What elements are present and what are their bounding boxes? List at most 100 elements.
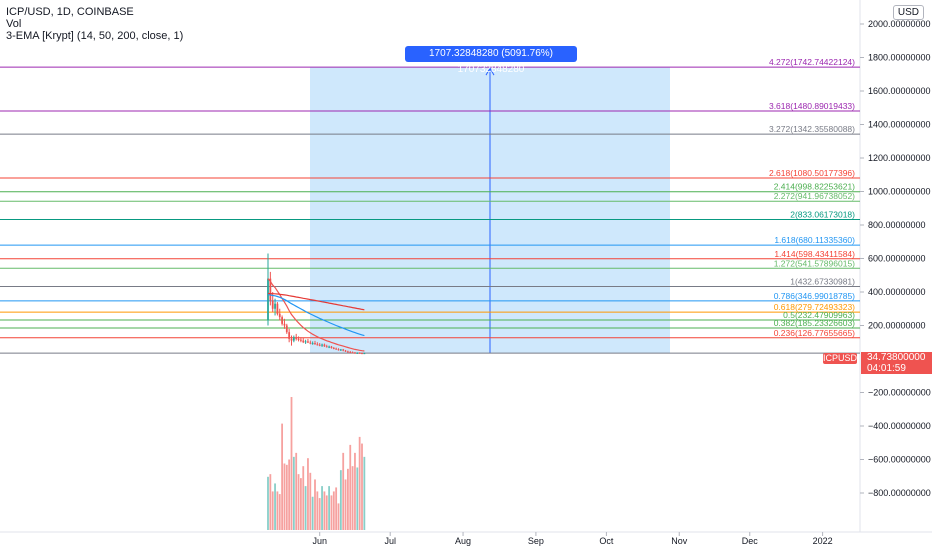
candle-body (269, 278, 272, 301)
volume-bar (300, 478, 302, 530)
volume-bar (309, 472, 312, 530)
volume-bar (337, 503, 340, 530)
candle-body (267, 278, 269, 321)
candlesticks (267, 253, 366, 355)
fib-label: 2(833.06173018) (790, 209, 855, 219)
fib-label: 0.618(279.72493323) (774, 302, 855, 312)
volume-bar (276, 491, 279, 530)
candle-body (300, 339, 302, 341)
time-axis[interactable]: Jun Jul Aug Sep Oct Nov Dec 2022 (312, 532, 833, 546)
candle-body (288, 332, 291, 339)
volume-bar (283, 463, 286, 530)
candle-body (358, 352, 361, 354)
candle-body (285, 325, 288, 333)
volume-bar (316, 491, 319, 530)
candle-body (339, 349, 342, 351)
symbol-title[interactable]: ICP/USD, 1D, COINBASE (6, 6, 134, 18)
volume-bar (307, 458, 309, 530)
time-tick-label: Sep (528, 536, 544, 546)
volume-bar (321, 486, 323, 530)
volume-bar (297, 474, 300, 530)
volume-bar (344, 479, 347, 530)
price-axis[interactable]: 2000.00000000 1800.00000000 1600.00000000 1… (860, 19, 931, 498)
price-tick-label: −800.00000000 (868, 488, 931, 498)
candle-body (314, 343, 316, 345)
fib-label: 2.618(1080.50177396) (769, 168, 855, 178)
candle-body (356, 352, 359, 354)
volume-bar (295, 452, 298, 530)
price-tick-label: 1600.00000000 (868, 86, 931, 96)
price-tick-label: 800.00000000 (868, 220, 926, 230)
ema-lines (267, 278, 365, 352)
chart-grid (0, 0, 932, 533)
candle-body (363, 353, 366, 355)
time-tick-label: Oct (599, 536, 614, 546)
bar-countdown: 04:01:59 (867, 363, 906, 374)
price-tick-label: −200.00000000 (868, 388, 931, 398)
ema-14-line (267, 278, 365, 352)
candle-body (297, 338, 300, 340)
volume-bar (351, 466, 354, 530)
price-tick-label: 1400.00000000 (868, 120, 931, 130)
volume-bar (356, 467, 359, 530)
volume-bar (285, 464, 288, 530)
fib-label: 3.618(1480.89019433) (769, 101, 855, 111)
volume-bar (314, 479, 316, 530)
candle-body (328, 346, 330, 348)
fib-label: 1.272(541.57896015) (774, 258, 855, 268)
candle-body (335, 348, 338, 350)
candle-body (325, 346, 328, 348)
volume-bar (318, 498, 321, 530)
fib-label: 1(432.67330981) (790, 277, 855, 287)
last-price-value: 34.73800000 (867, 352, 926, 363)
time-tick-label: Aug (455, 536, 471, 546)
candle-body (361, 353, 363, 355)
price-tick-label: 400.00000000 (868, 287, 926, 297)
fib-label: 2.414(998.82253621) (774, 182, 855, 192)
fib-label: 1.414(598.43411584) (774, 249, 855, 259)
candle-body (295, 337, 298, 339)
measure-label: 1707.32848280 (5091.76%) 170732848280 (405, 46, 577, 75)
candle-body (349, 351, 352, 353)
candle-body (307, 341, 309, 343)
candle-body (316, 344, 319, 346)
candle-body (354, 352, 356, 354)
price-tick-label: −600.00000000 (868, 455, 931, 465)
volume-bar (304, 486, 307, 530)
volume-bar (278, 494, 281, 530)
currency-badge[interactable]: USD (892, 5, 924, 20)
volume-bars (267, 397, 366, 530)
ema-indicator-label[interactable]: 3-EMA [Krypt] (14, 50, 200, close, 1) (6, 30, 184, 42)
time-tick-label: Nov (671, 536, 688, 546)
volume-bar (354, 452, 356, 530)
candle-body (323, 344, 326, 347)
candle-body (311, 343, 314, 345)
volume-bar (335, 487, 338, 530)
volume-bar (347, 468, 349, 530)
price-tick-label: 2000.00000000 (868, 19, 931, 29)
volume-bar (332, 491, 335, 530)
fib-label: 0.382(185.23326603) (774, 318, 855, 328)
candle-body (330, 346, 333, 348)
price-tick-label: 600.00000000 (868, 254, 926, 264)
volume-bar (311, 496, 314, 530)
candle-body (283, 323, 286, 326)
measure-range[interactable] (310, 67, 670, 354)
candle-body (271, 300, 274, 309)
volume-bar (274, 483, 276, 530)
fib-extension-levels[interactable]: 4.272(1742.74422124) 3.618(1480.89019433)… (0, 57, 860, 354)
price-tick-label: 1000.00000000 (868, 187, 931, 197)
fib-label: 1.618(680.11335360) (774, 235, 855, 245)
price-tick-label: 200.00000000 (868, 321, 926, 331)
last-price-box: 34.73800000 04:01:59 (861, 352, 932, 374)
volume-bar (281, 423, 283, 530)
volume-indicator-label[interactable]: Vol (6, 18, 22, 30)
fib-label: 4.272(1742.74422124) (769, 57, 855, 67)
time-tick-label: Jul (384, 536, 396, 546)
candle-body (302, 340, 305, 343)
candle-body (351, 352, 354, 354)
volume-bar (330, 495, 333, 530)
candle-body (290, 338, 293, 341)
fib-label: 0.236(126.77655665) (774, 328, 855, 338)
